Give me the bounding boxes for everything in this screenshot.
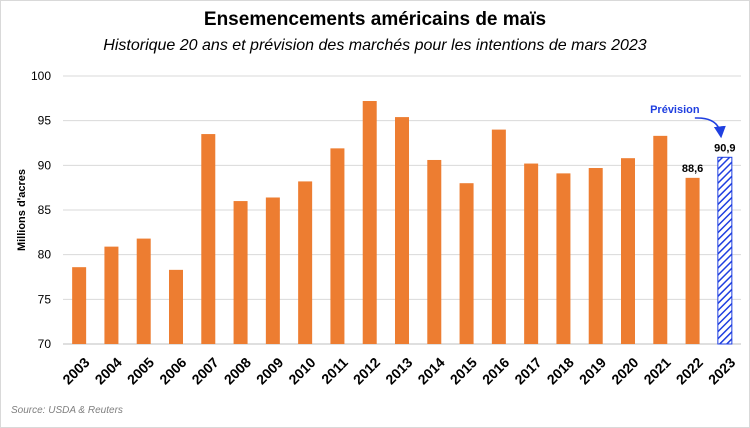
forecast-annotation: Prévision bbox=[650, 104, 700, 116]
bar bbox=[362, 101, 377, 344]
x-tick-label: 2023 bbox=[705, 354, 738, 387]
x-tick-label: 2020 bbox=[608, 354, 641, 387]
x-tick-label: 2004 bbox=[92, 354, 125, 387]
bar bbox=[233, 201, 248, 344]
x-tick-label: 2011 bbox=[318, 354, 351, 387]
bar bbox=[427, 159, 442, 344]
y-tick-label: 100 bbox=[31, 69, 51, 83]
bar bbox=[330, 148, 345, 344]
bar bbox=[169, 269, 183, 344]
data-label: 90,9 bbox=[714, 142, 735, 154]
bar bbox=[685, 177, 700, 344]
bars bbox=[72, 101, 733, 345]
x-tick-label: 2016 bbox=[479, 354, 512, 387]
bar bbox=[653, 135, 668, 344]
chart-title: Ensemencements américains de maïs bbox=[203, 9, 547, 30]
x-tick-label: 2019 bbox=[576, 354, 609, 387]
x-tick-label: 2007 bbox=[188, 354, 221, 387]
bar bbox=[201, 134, 216, 344]
bar bbox=[556, 173, 571, 344]
x-tick-label: 2015 bbox=[447, 354, 480, 387]
y-tick-label: 95 bbox=[38, 114, 52, 128]
bar bbox=[136, 238, 151, 344]
y-axis-ticks: 70 75 80 85 90 95 100 bbox=[31, 69, 51, 351]
bar bbox=[265, 197, 280, 344]
x-tick-label: 2017 bbox=[511, 354, 544, 387]
bar bbox=[395, 117, 409, 345]
bar bbox=[72, 267, 87, 344]
bar bbox=[491, 129, 506, 344]
bar bbox=[298, 181, 313, 344]
x-tick-label: 2010 bbox=[285, 354, 318, 387]
x-tick-label: 2013 bbox=[382, 354, 415, 387]
x-tick-label: 2014 bbox=[414, 354, 447, 387]
x-tick-label: 2003 bbox=[59, 354, 92, 387]
x-tick-label: 2006 bbox=[156, 354, 189, 387]
x-tick-label: 2009 bbox=[253, 354, 286, 387]
y-tick-label: 85 bbox=[38, 203, 52, 217]
bar bbox=[104, 246, 119, 344]
data-labels: 88,6 90,9 bbox=[682, 142, 736, 175]
y-tick-label: 75 bbox=[38, 292, 52, 306]
data-label: 88,6 bbox=[682, 163, 703, 175]
y-tick-label: 80 bbox=[38, 248, 52, 262]
bar bbox=[459, 183, 474, 344]
bar-forecast bbox=[717, 156, 733, 345]
y-tick-label: 70 bbox=[38, 337, 52, 351]
bar bbox=[588, 168, 603, 344]
x-tick-label: 2008 bbox=[221, 354, 254, 387]
bar bbox=[524, 163, 539, 344]
x-tick-label: 2022 bbox=[673, 354, 706, 387]
x-tick-label: 2021 bbox=[640, 354, 673, 387]
bar bbox=[621, 158, 635, 344]
x-tick-label: 2018 bbox=[544, 354, 577, 387]
forecast-arrow bbox=[694, 117, 726, 139]
source-note: Source: USDA & Reuters bbox=[11, 405, 123, 416]
x-tick-label: 2012 bbox=[350, 354, 383, 387]
y-tick-label: 90 bbox=[38, 158, 52, 172]
y-axis-label: Millions d'acres bbox=[16, 169, 28, 251]
x-tick-label: 2005 bbox=[124, 354, 157, 387]
chart-subtitle: Historique 20 ans et prévision des march… bbox=[103, 37, 647, 54]
